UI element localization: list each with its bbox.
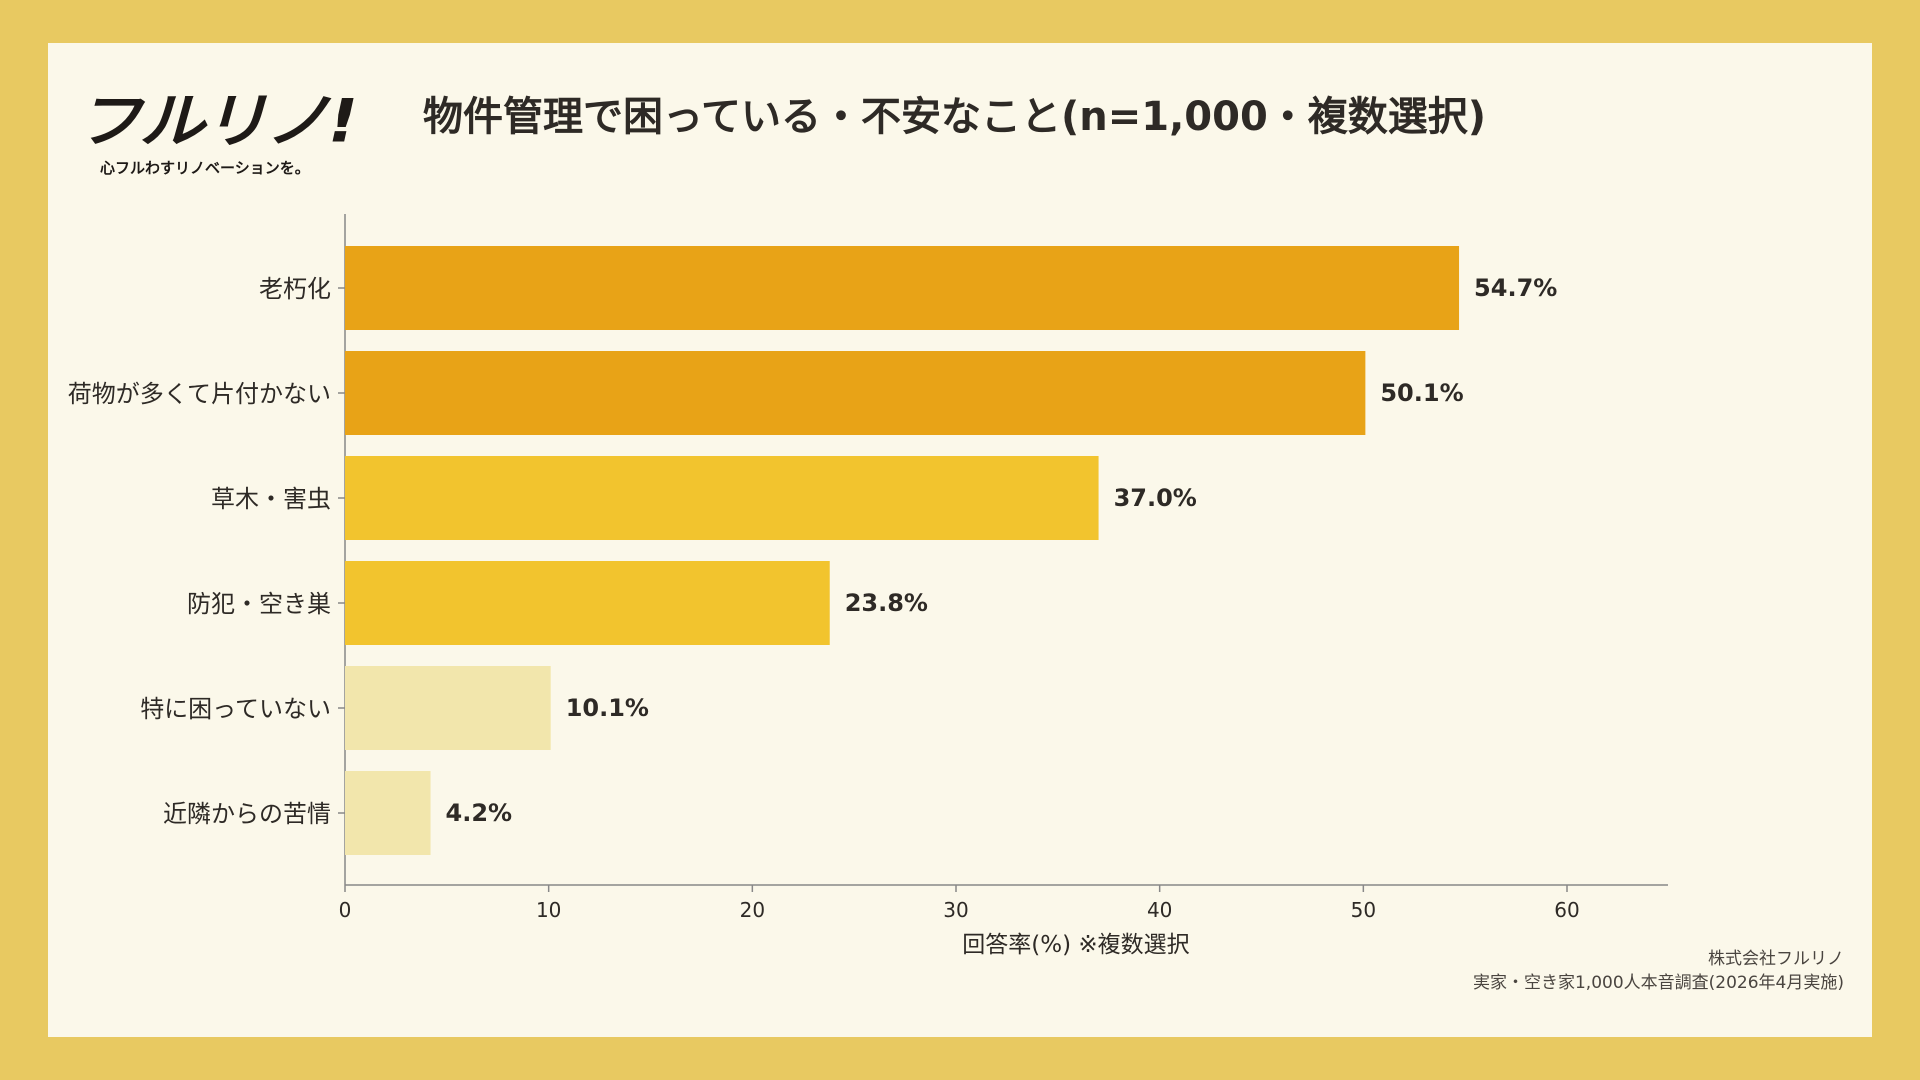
credit-survey: 実家・空き家1,000人本音調査(2026年4月実施)	[1472, 973, 1844, 993]
category-label: 近隣からの苦情	[163, 800, 331, 828]
category-label: 老朽化	[259, 275, 331, 303]
data-label: 37.0%	[1114, 484, 1197, 512]
bar	[345, 246, 1460, 330]
credit: 株式会社フルリノ 実家・空き家1,000人本音調査(2026年4月実施)	[1473, 947, 1844, 995]
bar	[345, 771, 431, 855]
x-tick-label: 30	[943, 898, 968, 922]
category-label: 草木・害虫	[211, 485, 331, 513]
data-label: 50.1%	[1380, 379, 1463, 407]
bar	[345, 561, 830, 645]
data-label: 10.1%	[566, 694, 649, 722]
data-label: 23.8%	[845, 589, 928, 617]
credit-company: 株式会社フルリノ	[1708, 949, 1844, 969]
x-tick-label: 50	[1351, 898, 1376, 922]
logo-tagline: 心フルわすリノベーションを。	[100, 159, 310, 177]
category-label: 防犯・空き巣	[187, 590, 331, 618]
category-label: 荷物が多くて片付かない	[68, 380, 331, 408]
brand-logo: フルリノ! 心フルわすリノベーションを。	[76, 73, 376, 183]
x-tick-label: 20	[740, 898, 765, 922]
logo-wordmark: フルリノ!	[76, 86, 358, 156]
category-label: 特に困っていない	[140, 695, 331, 723]
x-axis-label: 回答率(%) ※複数選択	[962, 932, 1189, 958]
bar	[345, 666, 551, 750]
x-tick-label: 0	[339, 898, 352, 922]
data-label: 4.2%	[446, 799, 513, 827]
x-tick-label: 60	[1554, 898, 1579, 922]
x-tick-label: 10	[536, 898, 561, 922]
chart-title: 物件管理で困っている・不安なこと(n=1,000・複数選択)	[423, 94, 1487, 140]
bar	[345, 351, 1366, 435]
bar	[345, 456, 1099, 540]
data-label: 54.7%	[1474, 274, 1557, 302]
x-tick-label: 40	[1147, 898, 1172, 922]
